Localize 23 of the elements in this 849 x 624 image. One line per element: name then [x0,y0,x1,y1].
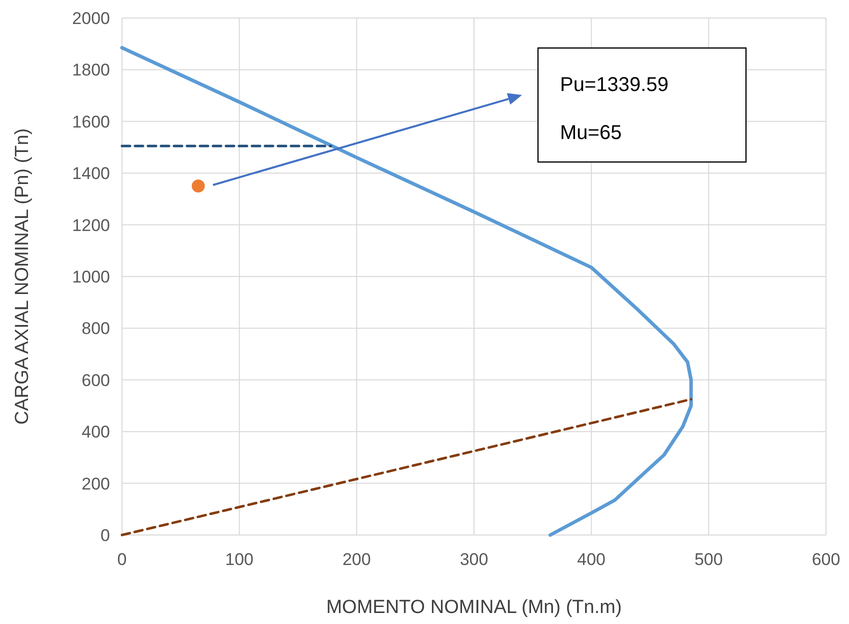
y-tick-label: 800 [82,319,110,338]
x-tick-label: 200 [342,550,371,569]
y-tick-label: 0 [100,526,110,545]
y-tick-label: 1400 [72,164,110,184]
annotation: Pu=1339.59 [560,74,668,96]
y-tick-label: 1800 [72,60,110,80]
y-tick-label: 200 [82,474,110,494]
x-tick-label: 100 [225,550,254,569]
line-series [120,46,693,537]
y-tick-label: 2000 [72,9,110,28]
x-axis-title: MOMENTO NOMINAL (Mn) (Tn.m) [326,597,622,618]
x-tick-label: 0 [117,550,127,569]
y-tick-label: 600 [82,370,110,390]
annotation: Mu=65 [560,122,622,144]
y-tick-label: 1000 [72,268,110,286]
x-tick-label: 400 [577,550,606,569]
x-tick-label: 300 [460,550,488,569]
y-tick-label: 1600 [72,112,110,132]
x-tick-label: 500 [694,550,723,569]
x-tick-label: 600 [812,550,840,569]
y-axis-title: CARGA AXIAL NOMINAL (Pn) (Tn) [12,128,33,425]
y-tick-label: 1200 [72,216,110,235]
y-tick-label: 400 [82,422,110,442]
